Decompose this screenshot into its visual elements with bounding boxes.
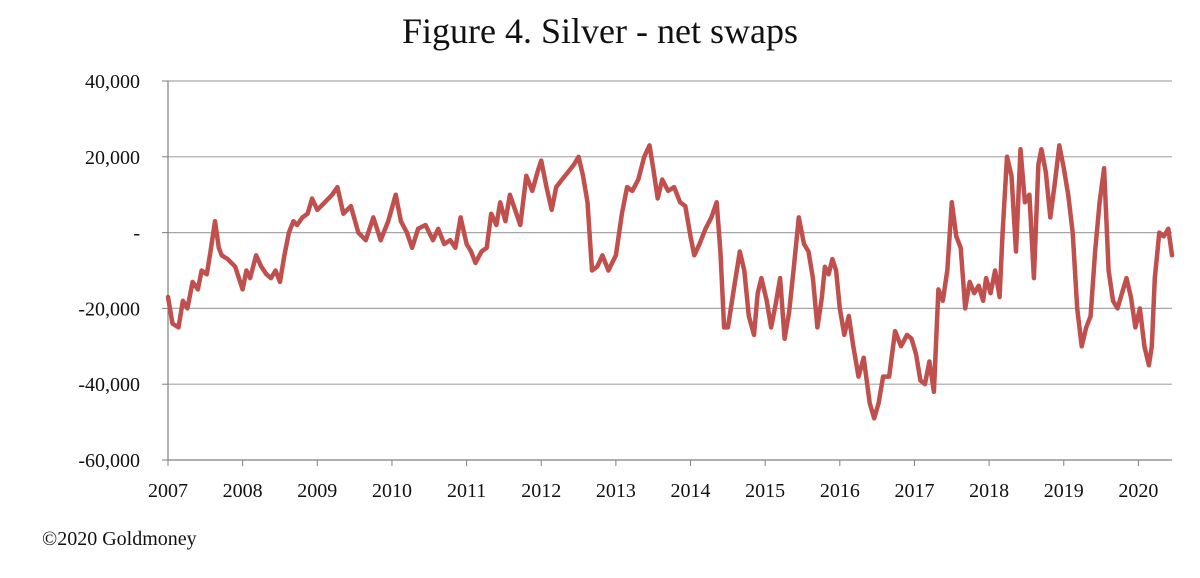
x-tick-label: 2008 xyxy=(223,480,263,502)
series-line xyxy=(165,143,1175,421)
y-tick-label: -20,000 xyxy=(78,298,140,320)
x-tick-label: 2020 xyxy=(1118,480,1158,502)
y-tick-label: -40,000 xyxy=(78,374,140,396)
y-axis-tick-labels: 40,000 20,000 - -20,000 -40,000 -60,000 xyxy=(78,71,140,472)
x-tick-label: 2007 xyxy=(148,480,188,502)
x-tick-label: 2011 xyxy=(447,480,486,502)
axes xyxy=(162,80,1172,466)
x-tick-label: 2013 xyxy=(596,480,636,502)
x-tick-label: 2014 xyxy=(671,480,711,502)
y-tick-label: - xyxy=(133,223,140,245)
x-tick-label: 2012 xyxy=(521,480,561,502)
x-tick-label: 2009 xyxy=(297,480,337,502)
y-tick-label: 40,000 xyxy=(85,71,140,93)
y-tick-label: 20,000 xyxy=(85,147,140,169)
x-tick-label: 2018 xyxy=(969,480,1009,502)
x-tick-label: 2016 xyxy=(820,480,860,502)
copyright-notice: ©2020 Goldmoney xyxy=(42,528,197,550)
gridlines xyxy=(168,80,1172,385)
x-tick-label: 2019 xyxy=(1044,480,1084,502)
x-tick-label: 2017 xyxy=(894,480,934,502)
x-axis-tick-labels: 2007 2008 2009 2010 2011 2012 2013 2014 2015 2016… xyxy=(148,480,1158,502)
series-lines xyxy=(165,143,1175,421)
chart-title: Figure 4. Silver - net swaps xyxy=(402,11,798,51)
x-tick-label: 2015 xyxy=(745,480,785,502)
y-tick-label: -60,000 xyxy=(78,450,140,472)
x-tick-label: 2010 xyxy=(372,480,412,502)
